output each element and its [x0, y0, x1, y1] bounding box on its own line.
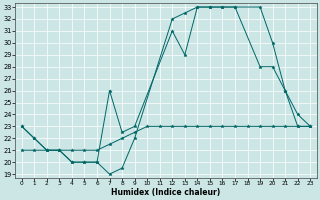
X-axis label: Humidex (Indice chaleur): Humidex (Indice chaleur) — [111, 188, 220, 197]
